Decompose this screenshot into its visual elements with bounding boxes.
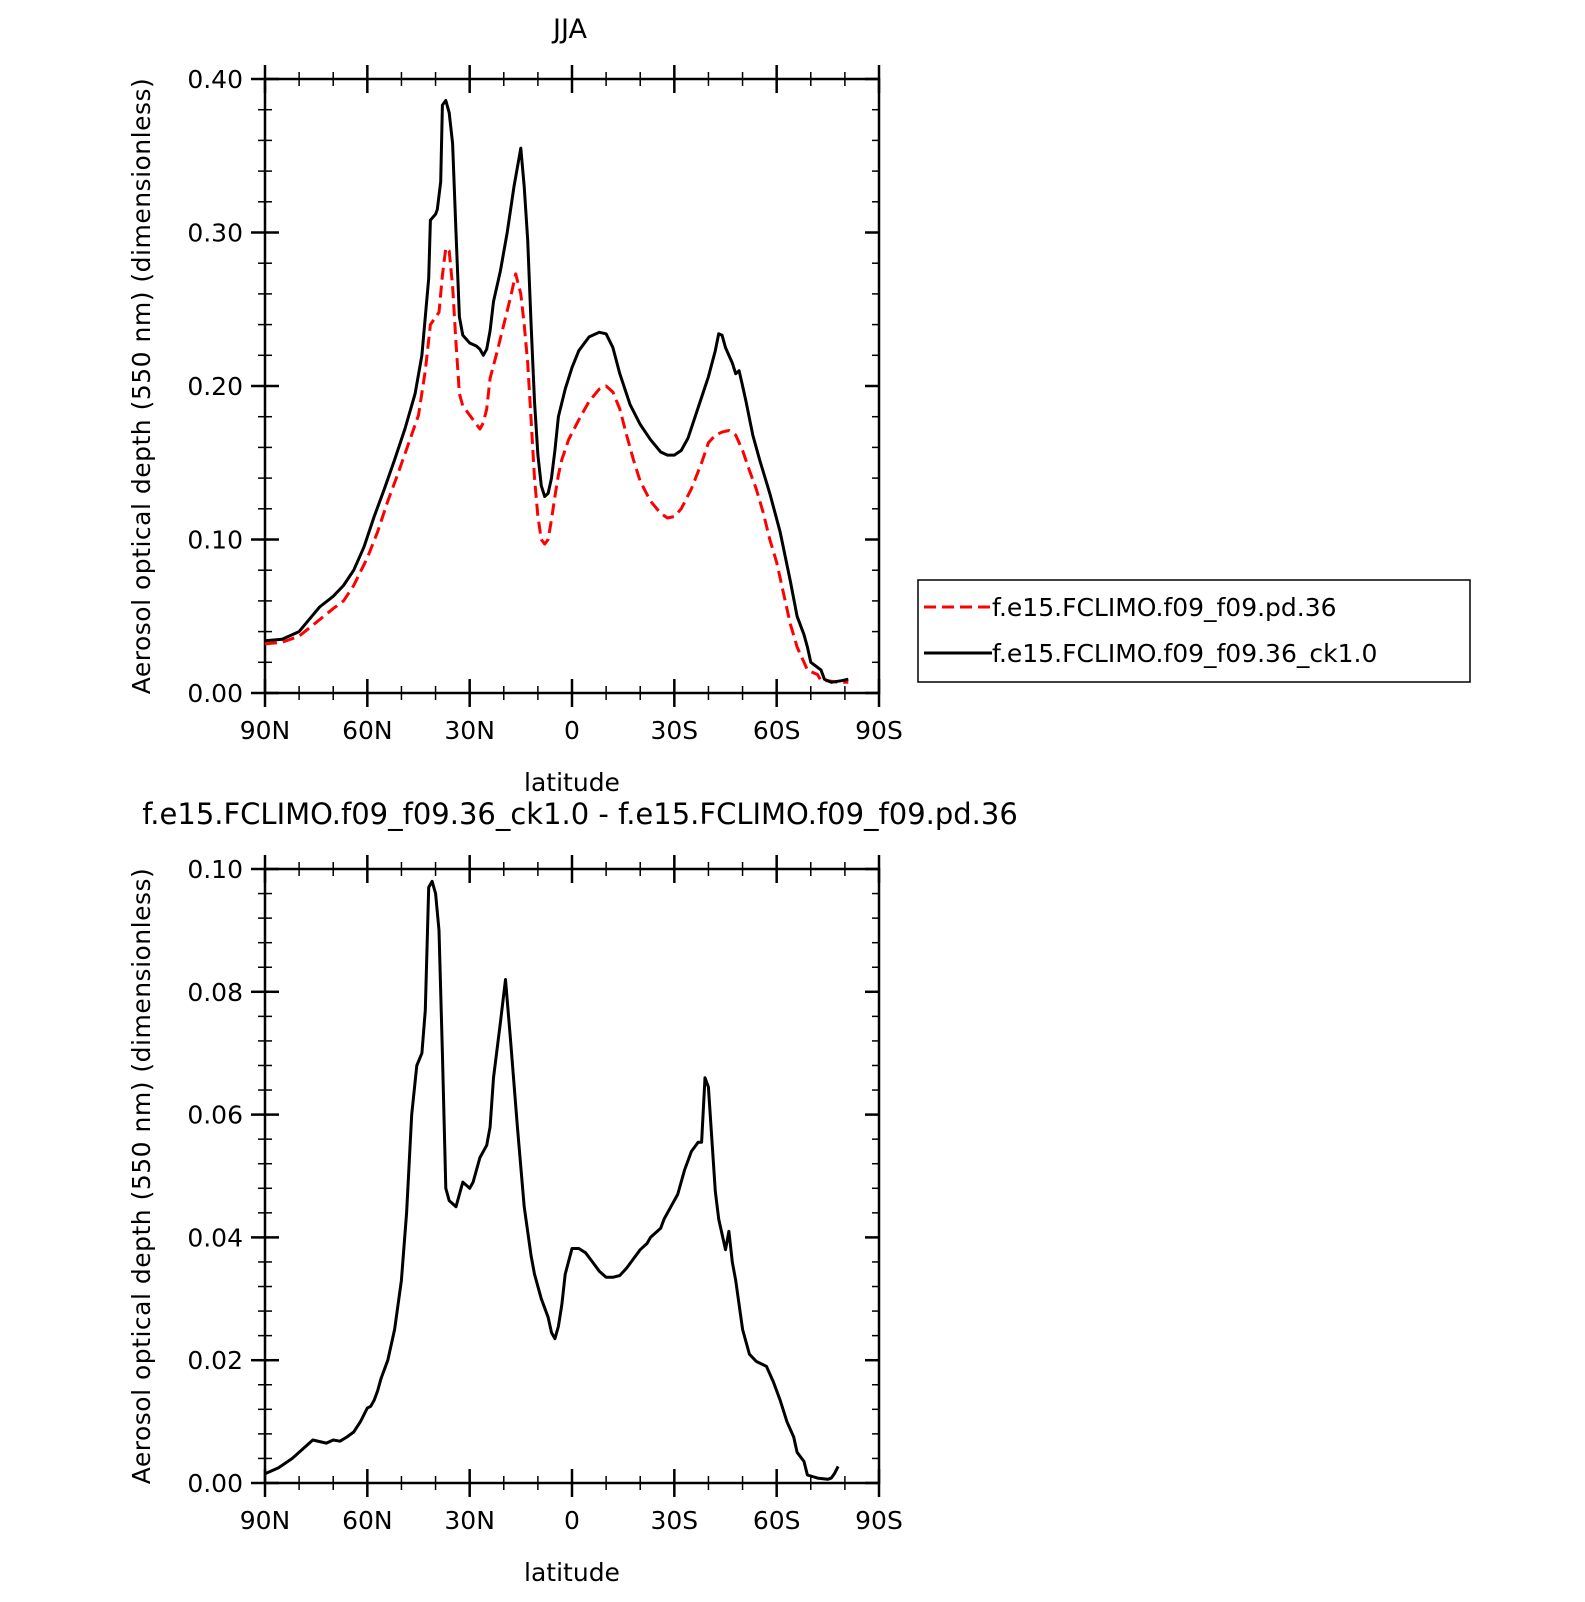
x-tick-label: 60S <box>753 716 801 745</box>
x-axis-label: latitude <box>524 1558 620 1587</box>
legend-box <box>917 579 1471 683</box>
series-line-difference <box>264 879 840 1481</box>
axis-ticks <box>251 855 881 1497</box>
legend: f.e15.FCLIMO.f09_f09.pd.36 f.e15.FCLIMO.… <box>917 579 1471 683</box>
x-tick-label: 60N <box>342 1506 393 1535</box>
series-lines <box>264 99 849 684</box>
plot-frame <box>263 867 881 1485</box>
legend-label-ck10: f.e15.FCLIMO.f09_f09.36_ck1.0 <box>992 639 1377 668</box>
panel-bottom: f.e15.FCLIMO.f09_f09.36_ck1.0 - f.e15.FC… <box>127 797 1018 1587</box>
x-tick-label: 30N <box>444 1506 495 1535</box>
y-tick-label: 0.40 <box>187 65 243 94</box>
axis-ticks <box>251 65 881 707</box>
x-tick-label: 30S <box>650 716 698 745</box>
y-tick-label: 0.10 <box>187 855 243 884</box>
y-tick-label: 0.08 <box>187 978 243 1007</box>
x-tick-label: 30N <box>444 716 495 745</box>
x-tick-label: 0 <box>564 716 580 745</box>
y-tick-label: 0.00 <box>187 679 243 708</box>
y-tick-label: 0.02 <box>187 1346 243 1375</box>
y-tick-label: 0.00 <box>187 1469 243 1498</box>
y-tick-label: 0.10 <box>187 526 243 555</box>
legend-label-pd36: f.e15.FCLIMO.f09_f09.pd.36 <box>992 593 1337 622</box>
y-tick-label: 0.04 <box>187 1223 243 1252</box>
x-tick-label: 0 <box>564 1506 580 1535</box>
y-axis-label: Aerosol optical depth (550 nm) (dimensio… <box>127 868 156 1485</box>
x-tick-label: 90N <box>240 716 291 745</box>
x-tick-label: 30S <box>650 1506 698 1535</box>
x-tick-labels: 90N 60N 30N 0 30S 60S 90S <box>240 1506 903 1535</box>
y-tick-label: 0.30 <box>187 219 243 248</box>
chart-title: JJA <box>551 14 587 45</box>
y-tick-labels: 0.00 0.02 0.04 0.06 0.08 0.10 <box>187 855 243 1498</box>
panel-top: JJA 0.00 0.10 0.20 0.30 0.40 90N 60N 30N 0 30S 60… <box>127 14 1471 797</box>
x-axis-label: latitude <box>524 768 620 797</box>
x-tick-label: 90N <box>240 1506 291 1535</box>
plot-frame <box>263 77 881 695</box>
y-axis-label: Aerosol optical depth (550 nm) (dimensio… <box>127 78 156 695</box>
x-tick-label: 90S <box>855 1506 903 1535</box>
x-tick-label: 60N <box>342 716 393 745</box>
y-tick-label: 0.20 <box>187 372 243 401</box>
x-tick-label: 60S <box>753 1506 801 1535</box>
series-line-pd36 <box>264 246 849 684</box>
x-tick-labels: 90N 60N 30N 0 30S 60S 90S <box>240 716 903 745</box>
chart-title: f.e15.FCLIMO.f09_f09.36_ck1.0 - f.e15.FC… <box>142 797 1018 831</box>
y-tick-label: 0.06 <box>187 1101 243 1130</box>
y-tick-labels: 0.00 0.10 0.20 0.30 0.40 <box>187 65 243 708</box>
series-line-ck10 <box>264 99 849 684</box>
x-tick-label: 90S <box>855 716 903 745</box>
series-lines <box>264 879 840 1481</box>
